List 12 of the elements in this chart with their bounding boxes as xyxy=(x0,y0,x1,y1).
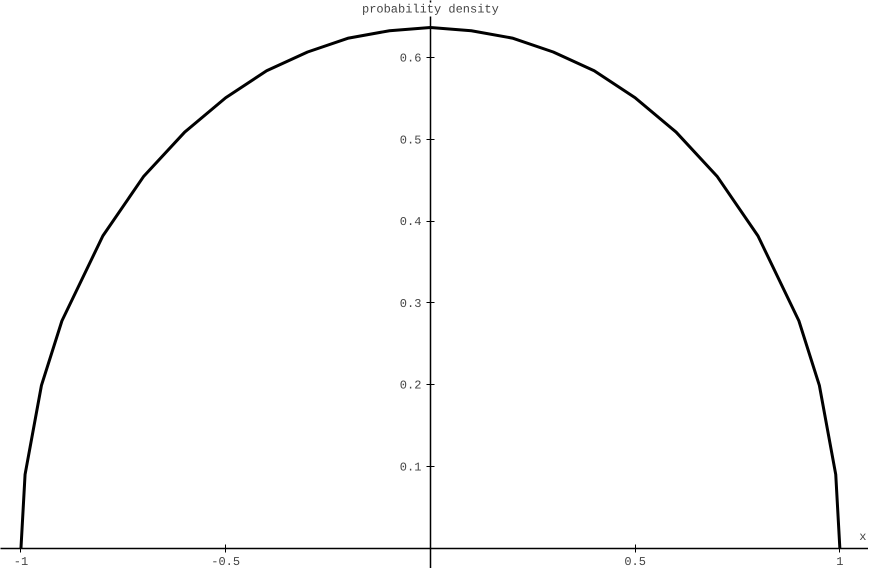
y-tick-label: 0.4 xyxy=(400,215,422,230)
y-axis-title: probability density xyxy=(362,2,499,16)
y-tick-label: 0.1 xyxy=(400,460,422,474)
y-tick-label: 0.2 xyxy=(400,378,422,393)
y-tick-label: 0.3 xyxy=(400,296,422,311)
x-tick-label: 0.5 xyxy=(624,555,646,570)
x-tick-label: -0.5 xyxy=(211,555,240,570)
x-axis-title: x xyxy=(859,530,866,544)
x-tick-label: 1 xyxy=(836,555,844,570)
y-tick-label: 0.6 xyxy=(400,52,422,66)
y-tick-label: 0.5 xyxy=(400,133,422,148)
x-tick-label: -1 xyxy=(14,555,28,570)
